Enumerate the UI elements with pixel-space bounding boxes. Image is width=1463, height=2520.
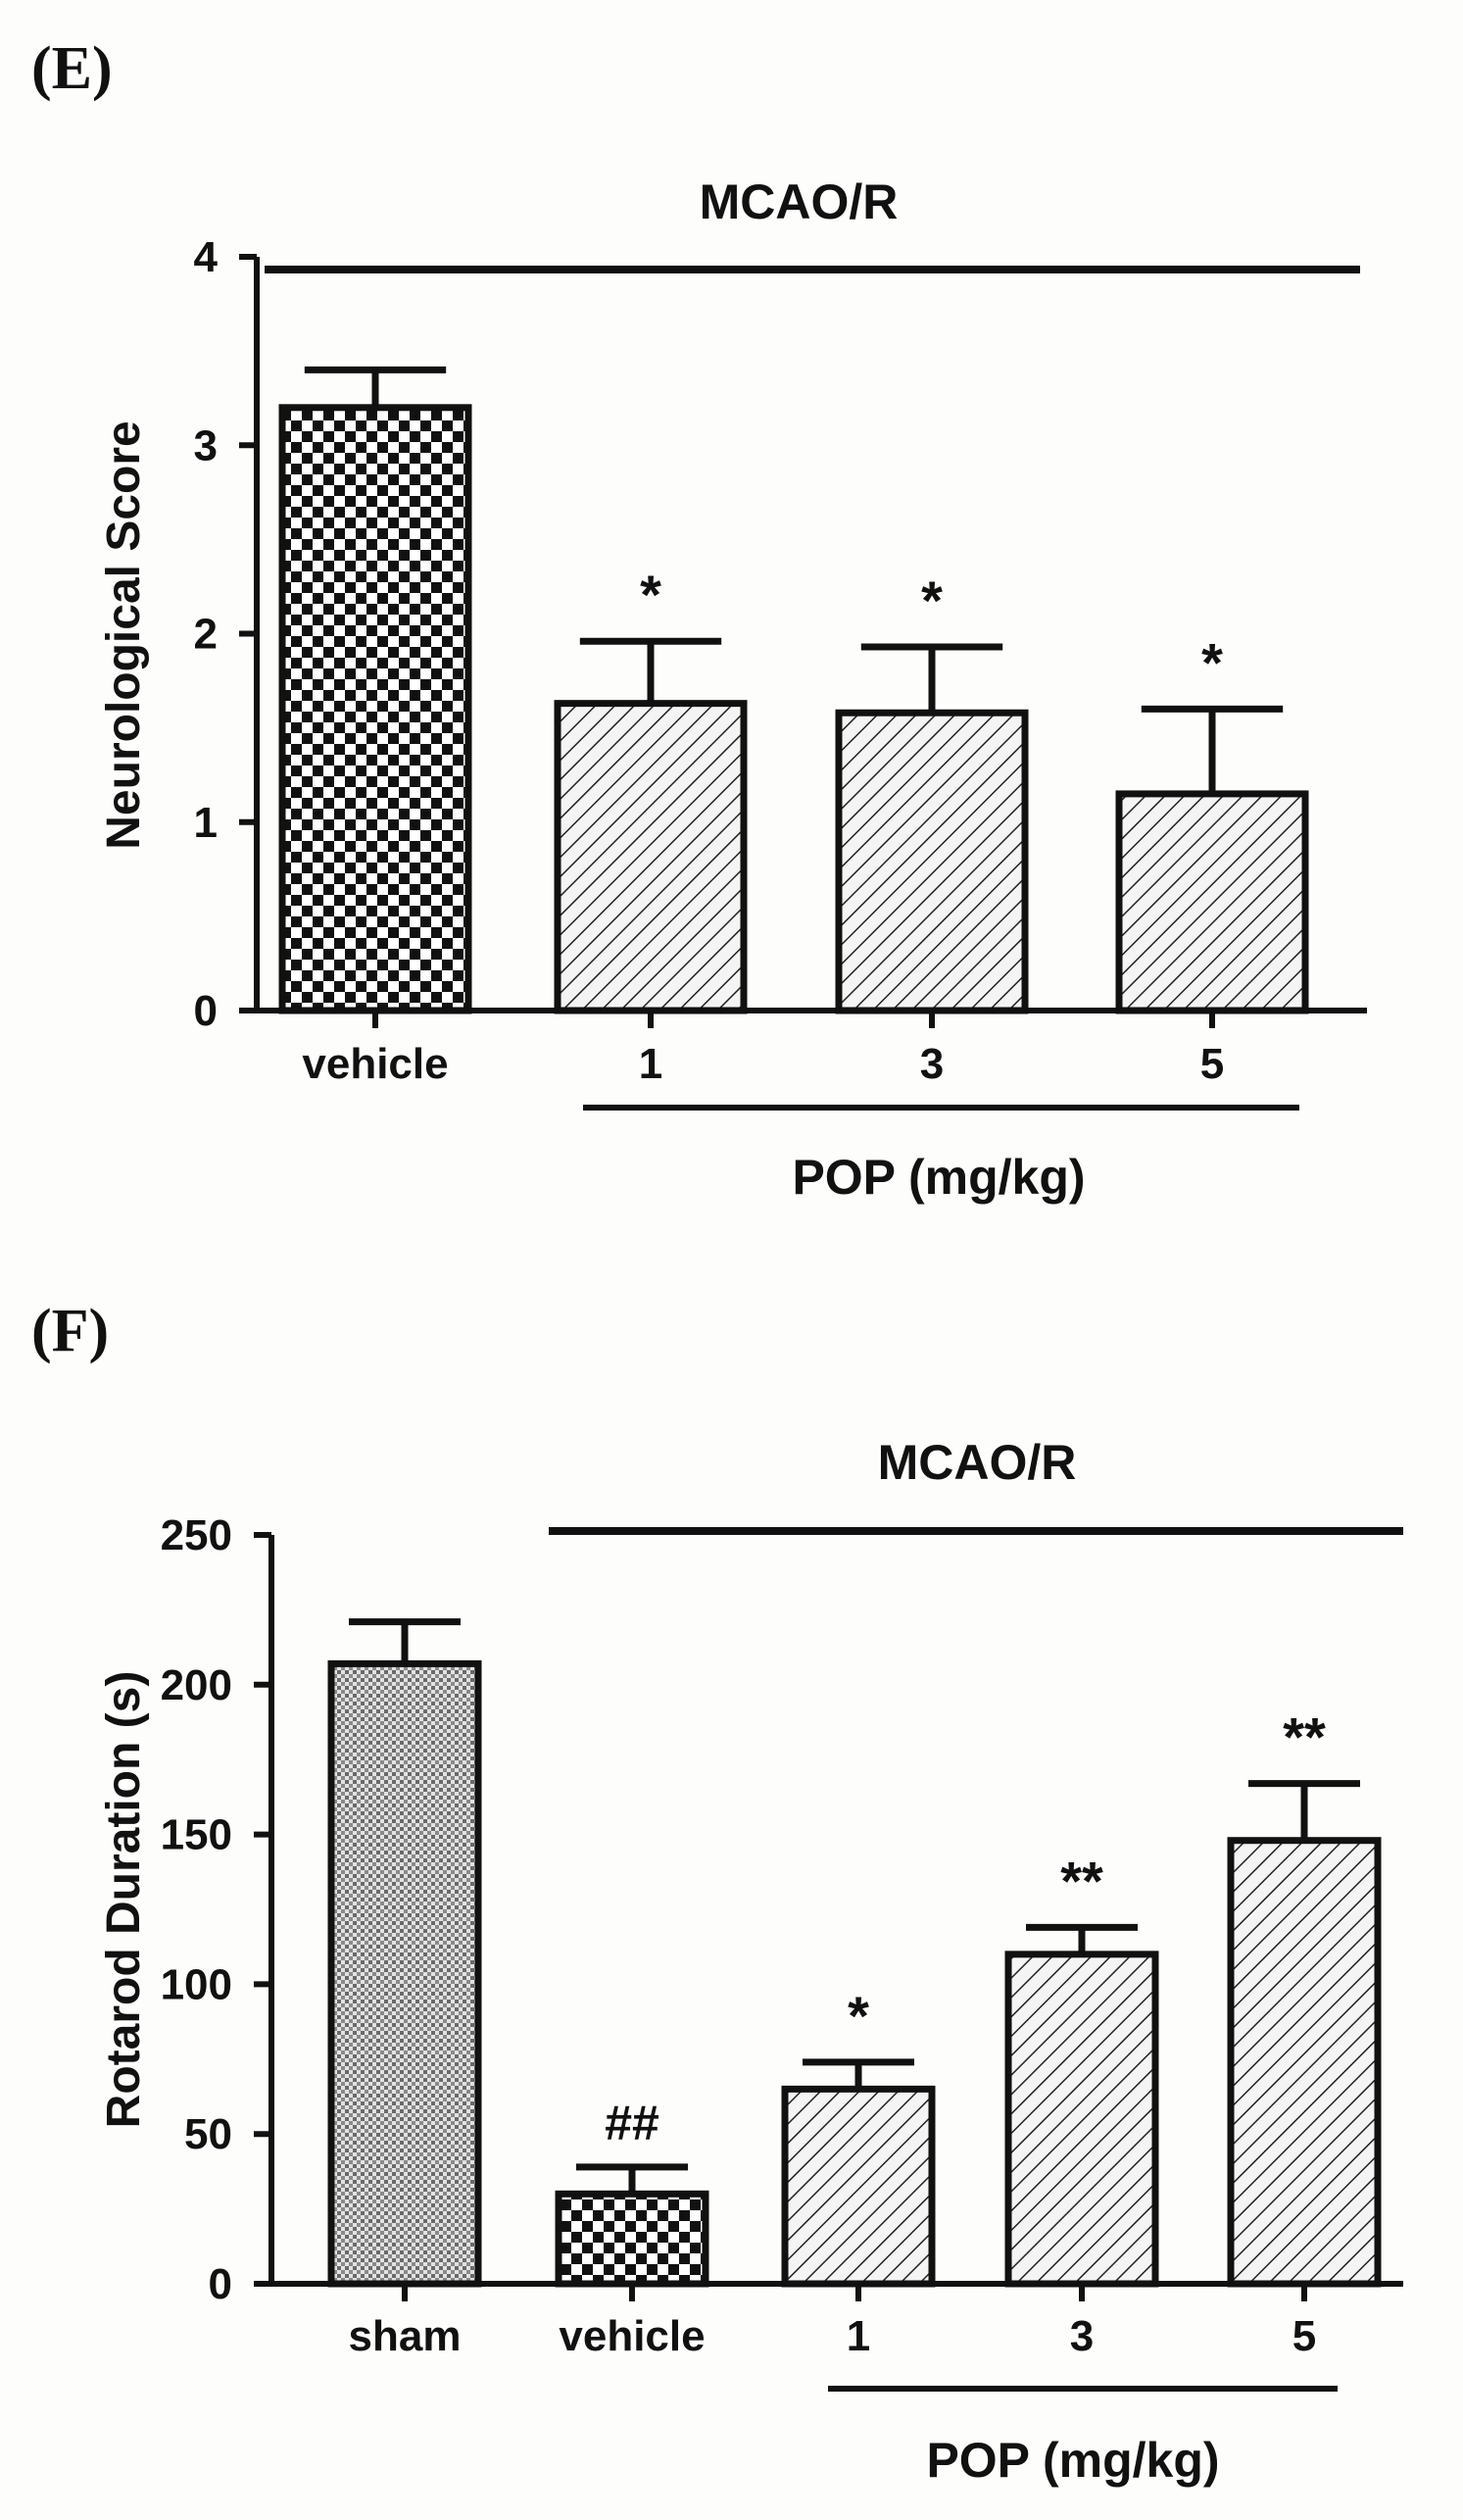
- panel-f: (F) MCAO/R Rotarod Duration (s) 05010015…: [31, 1298, 1403, 2488]
- x-tick-label: 3: [1070, 2312, 1094, 2360]
- significance-label: *: [640, 564, 661, 625]
- bar-3: [835, 709, 1029, 1014]
- y-tick-label: 100: [161, 1960, 232, 2008]
- bar-vehicle: [278, 404, 472, 1014]
- y-axis-title: Neurological Score: [98, 420, 150, 849]
- group-label: POP (mg/kg): [792, 1150, 1085, 1205]
- y-tick-label: 3: [194, 421, 218, 469]
- bar-vehicle: [555, 2190, 709, 2288]
- x-tick-label: vehicle: [302, 1040, 448, 1088]
- chart-title: MCAO/R: [878, 1435, 1077, 1490]
- y-tick-label: 50: [184, 2110, 232, 2158]
- bar-3: [1004, 1951, 1159, 2288]
- y-tick-label: 0: [194, 987, 218, 1035]
- y-tick-label: 4: [194, 233, 219, 281]
- panel-label: (E): [31, 35, 113, 102]
- significance-label: *: [1201, 631, 1223, 693]
- chart-title: MCAO/R: [700, 174, 899, 229]
- x-tick-label: vehicle: [559, 2312, 705, 2360]
- significance-label: *: [848, 1985, 869, 2047]
- significance-label: **: [1060, 1850, 1103, 1911]
- y-tick-label: 150: [161, 1811, 232, 1859]
- significance-label: ##: [605, 2096, 659, 2150]
- significance-label: **: [1283, 1706, 1326, 1768]
- x-tick-label: 3: [920, 1040, 944, 1088]
- x-tick-label: 1: [847, 2312, 870, 2360]
- bar-5: [1227, 1837, 1382, 2288]
- y-tick-label: 250: [161, 1511, 232, 1559]
- bar-1: [554, 700, 748, 1014]
- panel-label: (F): [31, 1298, 109, 1364]
- y-tick-label: 1: [194, 799, 218, 847]
- bar-sham: [327, 1659, 482, 2288]
- bar-1: [781, 2085, 936, 2288]
- y-tick-label: 200: [161, 1661, 232, 1709]
- bar-5: [1115, 790, 1309, 1014]
- significance-label: *: [921, 569, 943, 631]
- x-tick-label: 1: [639, 1040, 662, 1088]
- x-tick-label: 5: [1200, 1040, 1224, 1088]
- x-tick-label: 5: [1292, 2312, 1316, 2360]
- y-tick-label: 2: [194, 611, 218, 659]
- y-tick-label: 0: [209, 2260, 232, 2308]
- x-tick-label: sham: [349, 2312, 462, 2360]
- group-label: POP (mg/kg): [926, 2433, 1219, 2488]
- y-axis-title: Rotarod Duration (s): [98, 1671, 150, 2129]
